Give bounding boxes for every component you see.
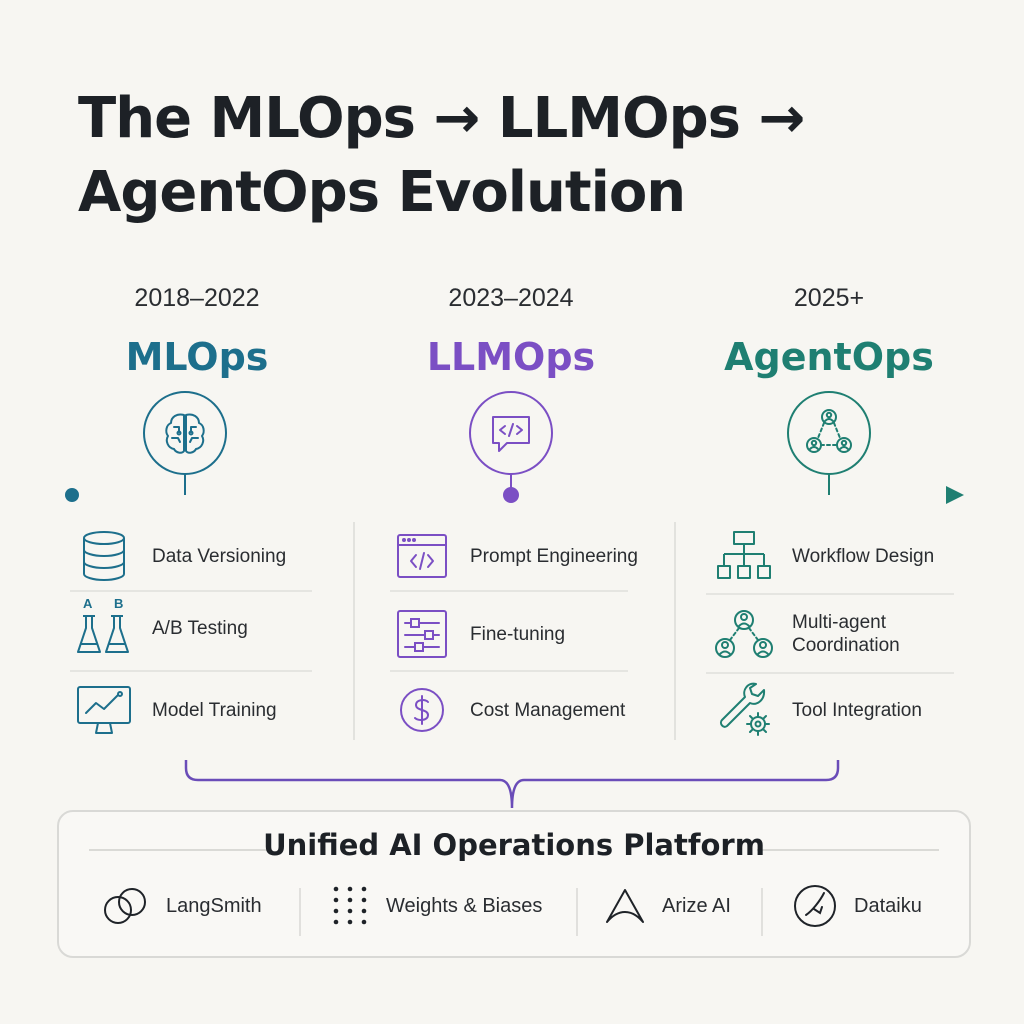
feature-label: Data Versioning [152,545,287,567]
feature-label: Workflow Design [792,545,935,567]
tool-label: Dataiku [854,894,922,917]
era-header-agentops: 2025+ AgentOps [669,282,989,380]
era-name: LLMOps [426,335,596,379]
tool-arize-ai: Arize AI [604,868,731,944]
database-icon [72,526,136,586]
code-window-icon [390,526,454,586]
multi-agent-icon [712,604,776,664]
era-years: 2025+ [793,284,865,312]
agents-network-icon [787,391,871,475]
tool-label: Arize AI [662,894,731,917]
dataiku-bird-icon [794,885,836,927]
era-name: AgentOps [724,335,934,379]
tool-weights-and-biases: Weights & Biases [330,868,542,944]
column-dividers [353,522,676,740]
code-chat-icon [469,391,553,475]
platform-title: Unified AI Operations Platform [263,828,765,862]
flask-letter-b: B [114,596,124,611]
tool-label: Weights & Biases [386,894,543,917]
feature-label: Prompt Engineering [470,545,638,567]
feature-ab-testing: A B A/B Testing [72,596,248,658]
feature-cost-management: Cost Management [390,680,625,740]
page-title: The MLOps → LLMOps → AgentOps Evolution [78,82,958,230]
feature-data-versioning: Data Versioning [72,526,286,586]
timeline-start-dot [65,488,79,502]
merge-brace [184,760,840,809]
era-header-llmops: 2023–2024 LLMOps [351,282,671,380]
dollar-icon [390,680,454,740]
workflow-icon [712,526,776,586]
feature-label: A/B Testing [152,617,248,639]
feature-model-training: Model Training [72,680,277,740]
era-years: 2018–2022 [134,284,260,312]
tool-dataiku: Dataiku [792,868,922,944]
dot-grid-icon [333,886,367,925]
feature-label: Cost Management [470,699,626,721]
platform-panel: Unified AI Operations Platform [57,810,971,958]
tool-label: LangSmith [166,894,262,917]
flasks-icon: A B [72,596,136,658]
page-title-line-1: The MLOps → LLMOps → [78,86,805,151]
brain-icon [143,391,227,475]
era-header-mlops: 2018–2022 MLOps [37,282,357,380]
feature-label: Model Training [152,699,277,721]
feature-tool-integration: Tool Integration [712,680,922,740]
timeline-arrowhead [946,486,964,504]
wrench-gear-icon [712,680,776,740]
feature-label: Fine-tuning [470,623,566,645]
tool-langsmith: LangSmith [100,868,262,944]
feature-workflow-design: Workflow Design [712,526,934,586]
row-separators [70,590,954,674]
sliders-icon [390,604,454,664]
chain-link-icon [104,888,146,924]
feature-multi-agent-coordination: Multi-agent Coordination [712,604,900,664]
flask-letter-a: A [83,596,93,611]
feature-label: Multi-agent Coordination [792,612,900,656]
arize-a-icon [606,889,644,923]
monitor-chart-icon [72,680,136,740]
feature-label: Tool Integration [792,699,922,721]
platform-separators [89,849,939,936]
era-name: MLOps [125,335,269,379]
feature-fine-tuning: Fine-tuning [390,604,565,664]
feature-prompt-engineering: Prompt Engineering [390,526,638,586]
era-years: 2023–2024 [448,284,574,312]
page-title-line-2: AgentOps Evolution [78,160,686,225]
timeline [65,473,964,504]
